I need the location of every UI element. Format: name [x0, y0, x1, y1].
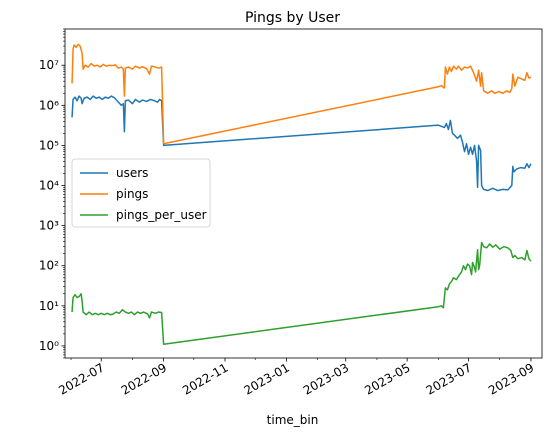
legend-box — [71, 158, 211, 228]
legend: users pings pings_per_user — [71, 158, 211, 228]
y-tick-label: 10⁷ — [39, 58, 59, 72]
legend-label-pings-per-user: pings_per_user — [116, 208, 207, 222]
y-tick-label: 10⁶ — [39, 98, 59, 112]
legend-label-users: users — [116, 166, 148, 180]
chart-title: Pings by User — [245, 10, 340, 26]
y-tick-label: 10⁰ — [39, 339, 59, 353]
x-axis-label: time_bin — [267, 413, 319, 427]
y-tick-label: 10³ — [39, 219, 59, 233]
series-line-users — [71, 95, 532, 192]
legend-label-pings: pings — [116, 187, 148, 201]
y-tick-label: 10⁵ — [39, 138, 59, 152]
y-tick-label: 10¹ — [39, 299, 59, 313]
series-lines — [71, 43, 532, 346]
plot-frame — [64, 28, 543, 359]
series-line-pings-per-user — [71, 241, 532, 346]
series-line-pings — [71, 43, 532, 145]
y-tick-label: 10² — [39, 259, 59, 273]
y-tick-label: 10⁴ — [39, 179, 59, 193]
y-axis: 10⁰ 10¹ 10² 10³ 10⁴ 10⁵ 10⁶ 10⁷ — [39, 28, 65, 359]
